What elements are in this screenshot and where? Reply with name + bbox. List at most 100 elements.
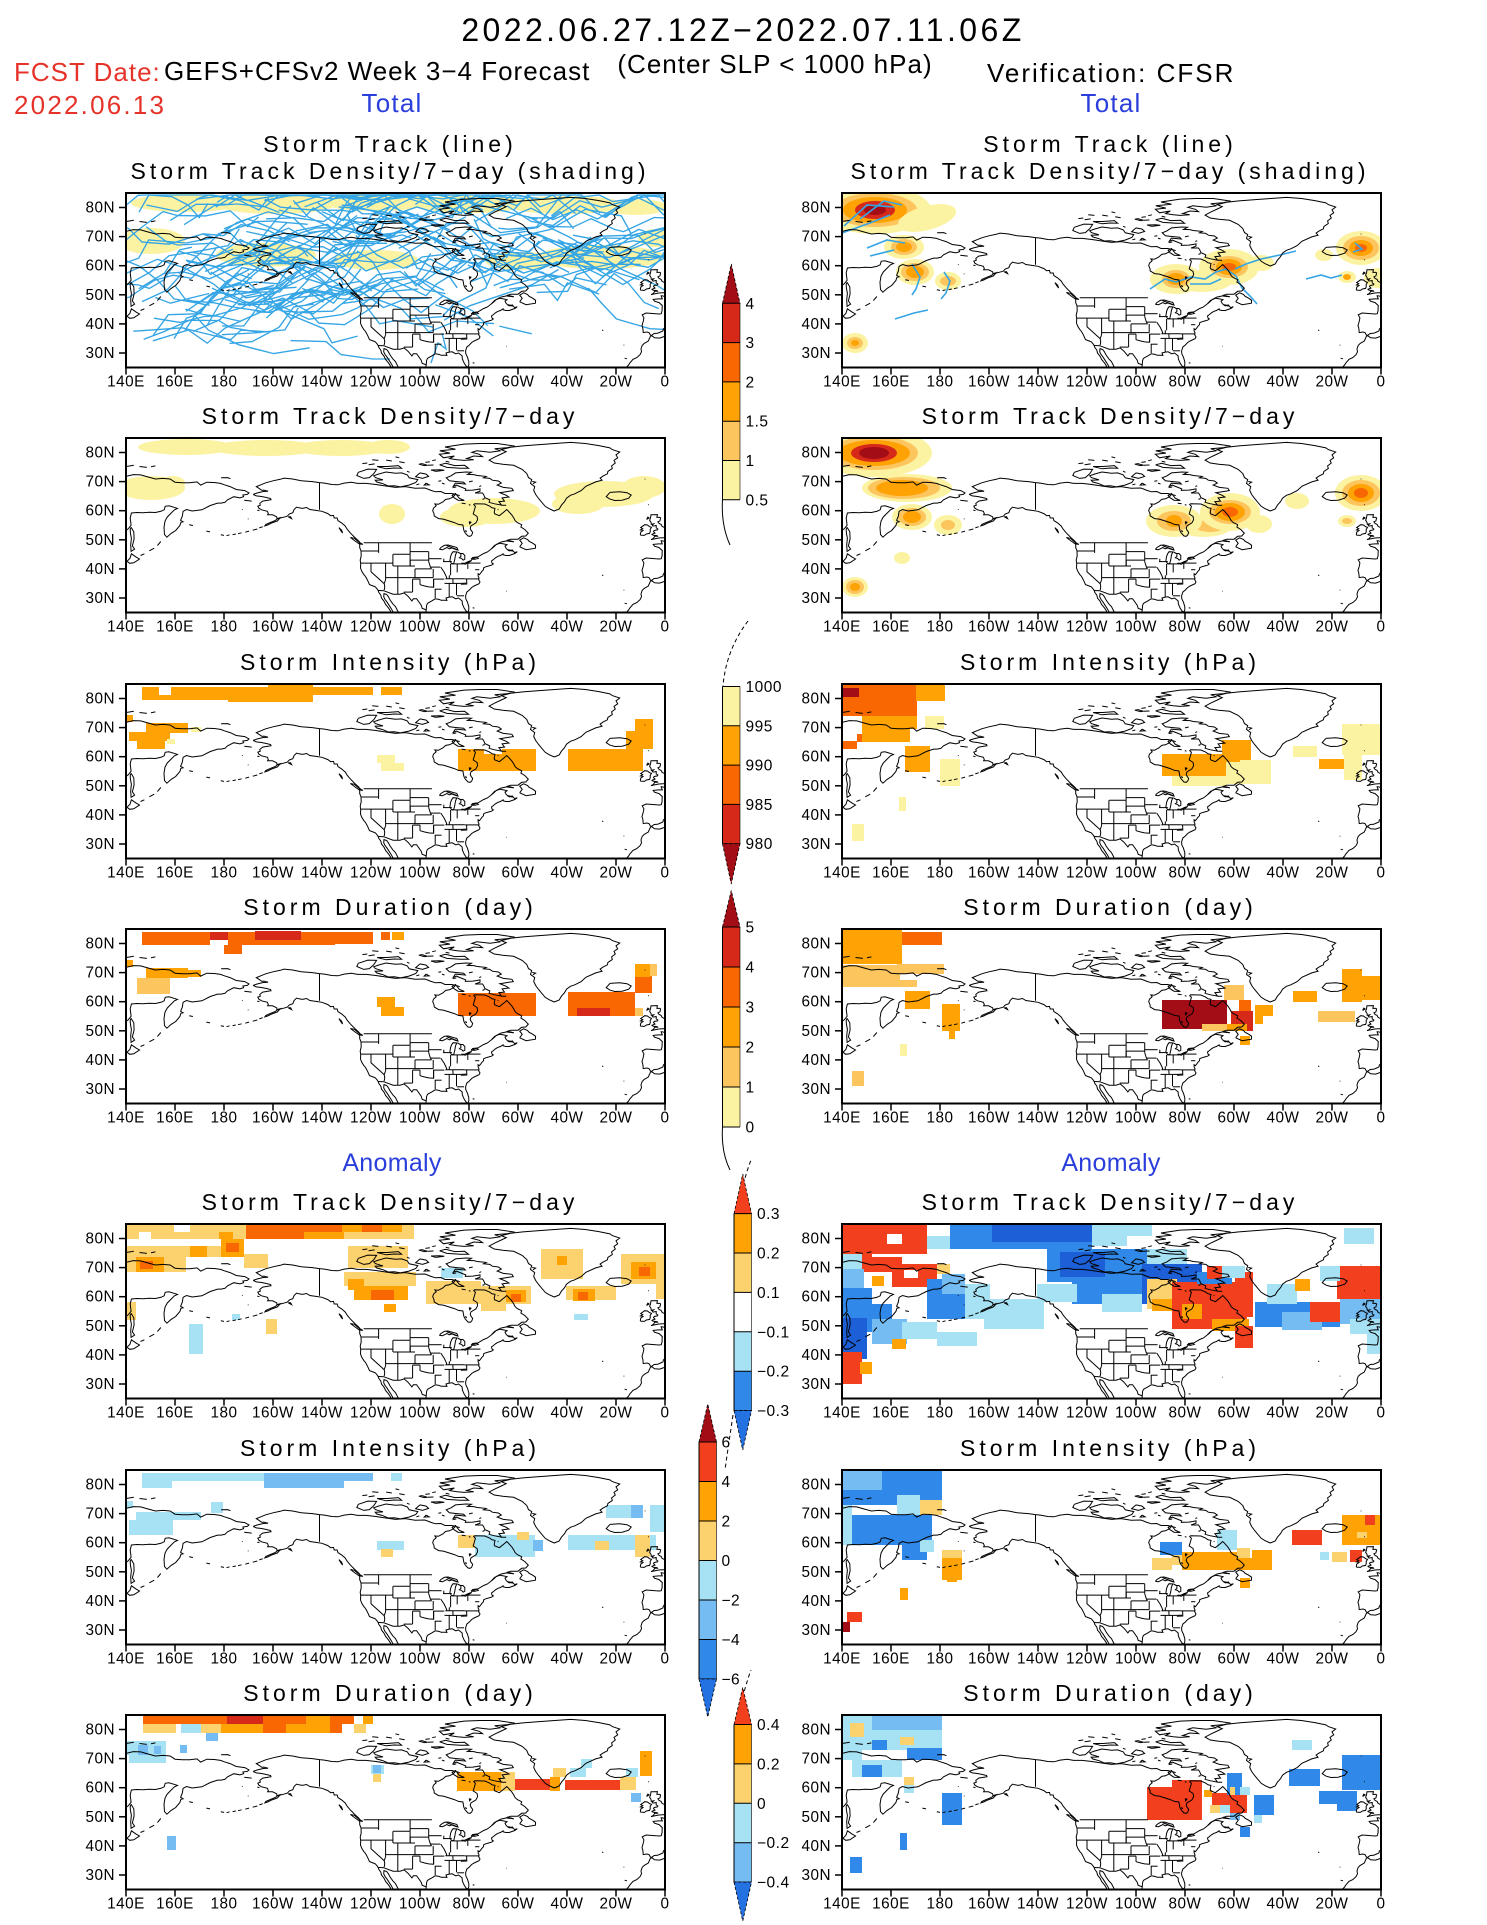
svg-text:160E: 160E [872, 619, 910, 636]
svg-text:60N: 60N [85, 1780, 115, 1797]
svg-text:20W: 20W [599, 1110, 632, 1127]
svg-text:140W: 140W [301, 1896, 343, 1913]
svg-text:140W: 140W [301, 1650, 343, 1667]
svg-text:−0.4: −0.4 [757, 1875, 790, 1892]
svg-text:140E: 140E [823, 1405, 861, 1422]
svg-text:60W: 60W [501, 1405, 534, 1422]
svg-text:80W: 80W [452, 1110, 485, 1127]
svg-text:60N: 60N [85, 503, 115, 520]
svg-text:80W: 80W [452, 864, 485, 881]
svg-text:50N: 50N [801, 1318, 831, 1335]
svg-text:60W: 60W [1218, 374, 1251, 391]
svg-text:80W: 80W [452, 374, 485, 391]
svg-text:40N: 40N [85, 316, 115, 333]
svg-text:20W: 20W [599, 374, 632, 391]
svg-text:3: 3 [746, 335, 755, 352]
svg-text:100W: 100W [1115, 1896, 1157, 1913]
svg-text:30N: 30N [85, 1867, 115, 1884]
svg-text:80W: 80W [1169, 619, 1202, 636]
svg-text:140W: 140W [1017, 1650, 1059, 1667]
svg-text:80N: 80N [85, 445, 115, 462]
svg-text:70N: 70N [801, 1751, 831, 1768]
svg-text:120W: 120W [350, 374, 392, 391]
svg-text:60N: 60N [801, 748, 831, 765]
svg-text:2: 2 [746, 1040, 755, 1057]
svg-text:160W: 160W [968, 1896, 1010, 1913]
svg-text:1: 1 [746, 1080, 755, 1097]
svg-text:60W: 60W [1218, 1896, 1251, 1913]
svg-text:160W: 160W [252, 619, 294, 636]
svg-text:40W: 40W [1267, 374, 1300, 391]
svg-text:0: 0 [660, 864, 669, 881]
svg-text:0: 0 [722, 1553, 731, 1570]
svg-text:180: 180 [926, 1650, 953, 1667]
svg-text:140W: 140W [301, 864, 343, 881]
svg-text:60N: 60N [85, 1289, 115, 1306]
svg-text:40W: 40W [1267, 1405, 1300, 1422]
svg-text:160E: 160E [872, 1110, 910, 1127]
svg-text:140E: 140E [823, 1650, 861, 1667]
svg-text:50N: 50N [85, 1318, 115, 1335]
svg-text:30N: 30N [85, 345, 115, 362]
svg-text:100W: 100W [1115, 1405, 1157, 1422]
svg-text:180: 180 [926, 1110, 953, 1127]
svg-text:−2: −2 [722, 1593, 741, 1610]
svg-text:30N: 30N [801, 1622, 831, 1639]
svg-text:140E: 140E [823, 1896, 861, 1913]
svg-text:50N: 50N [85, 778, 115, 795]
svg-text:40N: 40N [801, 561, 831, 578]
svg-text:70N: 70N [801, 474, 831, 491]
svg-text:0: 0 [757, 1796, 766, 1813]
svg-text:30N: 30N [85, 836, 115, 853]
svg-text:60W: 60W [1218, 1110, 1251, 1127]
svg-text:80W: 80W [452, 619, 485, 636]
svg-text:120W: 120W [350, 1110, 392, 1127]
svg-text:100W: 100W [399, 864, 441, 881]
svg-text:60N: 60N [801, 503, 831, 520]
svg-text:0: 0 [660, 1405, 669, 1422]
svg-text:180: 180 [926, 1405, 953, 1422]
svg-text:0.2: 0.2 [757, 1756, 780, 1773]
svg-text:80W: 80W [1169, 374, 1202, 391]
svg-text:180: 180 [210, 619, 237, 636]
svg-text:995: 995 [746, 718, 773, 735]
svg-text:20W: 20W [599, 619, 632, 636]
svg-text:160W: 160W [252, 864, 294, 881]
svg-text:0.2: 0.2 [757, 1246, 780, 1263]
svg-text:160W: 160W [252, 1896, 294, 1913]
svg-text:40N: 40N [801, 1052, 831, 1069]
svg-text:140W: 140W [1017, 374, 1059, 391]
svg-text:70N: 70N [85, 1505, 115, 1522]
svg-text:160W: 160W [252, 1650, 294, 1667]
svg-text:20W: 20W [1316, 1405, 1349, 1422]
svg-text:160W: 160W [252, 1110, 294, 1127]
svg-text:0: 0 [1376, 1110, 1385, 1127]
svg-text:120W: 120W [350, 1650, 392, 1667]
svg-text:80N: 80N [801, 1231, 831, 1248]
svg-text:160E: 160E [872, 1650, 910, 1667]
svg-text:5: 5 [746, 920, 755, 937]
svg-text:80W: 80W [1169, 1405, 1202, 1422]
svg-text:70N: 70N [85, 1751, 115, 1768]
svg-text:160W: 160W [968, 1405, 1010, 1422]
svg-text:60W: 60W [501, 374, 534, 391]
svg-text:60N: 60N [801, 1780, 831, 1797]
svg-text:120W: 120W [350, 619, 392, 636]
svg-text:100W: 100W [1115, 1110, 1157, 1127]
svg-text:180: 180 [926, 1896, 953, 1913]
svg-text:40W: 40W [1267, 1896, 1300, 1913]
svg-text:2: 2 [746, 374, 755, 391]
svg-text:120W: 120W [1066, 374, 1108, 391]
svg-text:80N: 80N [85, 200, 115, 217]
svg-text:80W: 80W [452, 1405, 485, 1422]
svg-text:80N: 80N [801, 445, 831, 462]
svg-text:60W: 60W [501, 1110, 534, 1127]
svg-text:140W: 140W [1017, 1405, 1059, 1422]
svg-text:30N: 30N [801, 836, 831, 853]
svg-text:120W: 120W [350, 1896, 392, 1913]
svg-text:160E: 160E [872, 1405, 910, 1422]
svg-text:3: 3 [746, 1000, 755, 1017]
svg-text:120W: 120W [350, 1405, 392, 1422]
svg-text:−0.3: −0.3 [757, 1403, 790, 1420]
svg-text:160E: 160E [156, 374, 194, 391]
